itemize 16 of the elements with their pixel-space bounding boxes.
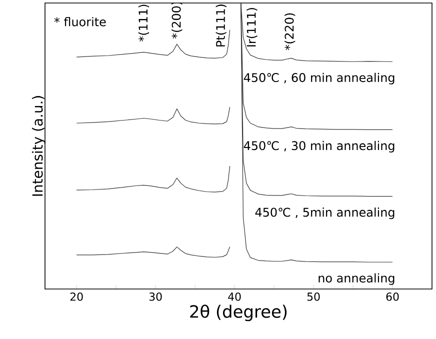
annotation: Ir(111) — [246, 8, 258, 46]
x-tick-label: 40 — [228, 292, 241, 301]
series-label: 450℃ , 30 min annealing — [244, 140, 394, 152]
series-label: 450℃ , 5min annealing — [255, 208, 394, 220]
series-label: 450℃ , 60 min annealing — [244, 72, 394, 84]
x-tick-label: 20 — [70, 292, 83, 301]
annotation: Pt(111) — [216, 4, 226, 46]
x-tick-label: 60 — [386, 292, 399, 301]
annotation: *(111) — [138, 4, 150, 42]
y-axis-title: Intensity (a.u.) — [32, 96, 46, 196]
x-tick-label: 50 — [307, 292, 320, 301]
annotation: *(220) — [284, 13, 296, 50]
annotation: * fluorite — [54, 17, 106, 26]
x-tick-label: 30 — [149, 292, 162, 301]
series-label: no annealing — [318, 273, 394, 285]
x-axis-title: 2θ (degree) — [190, 304, 287, 322]
